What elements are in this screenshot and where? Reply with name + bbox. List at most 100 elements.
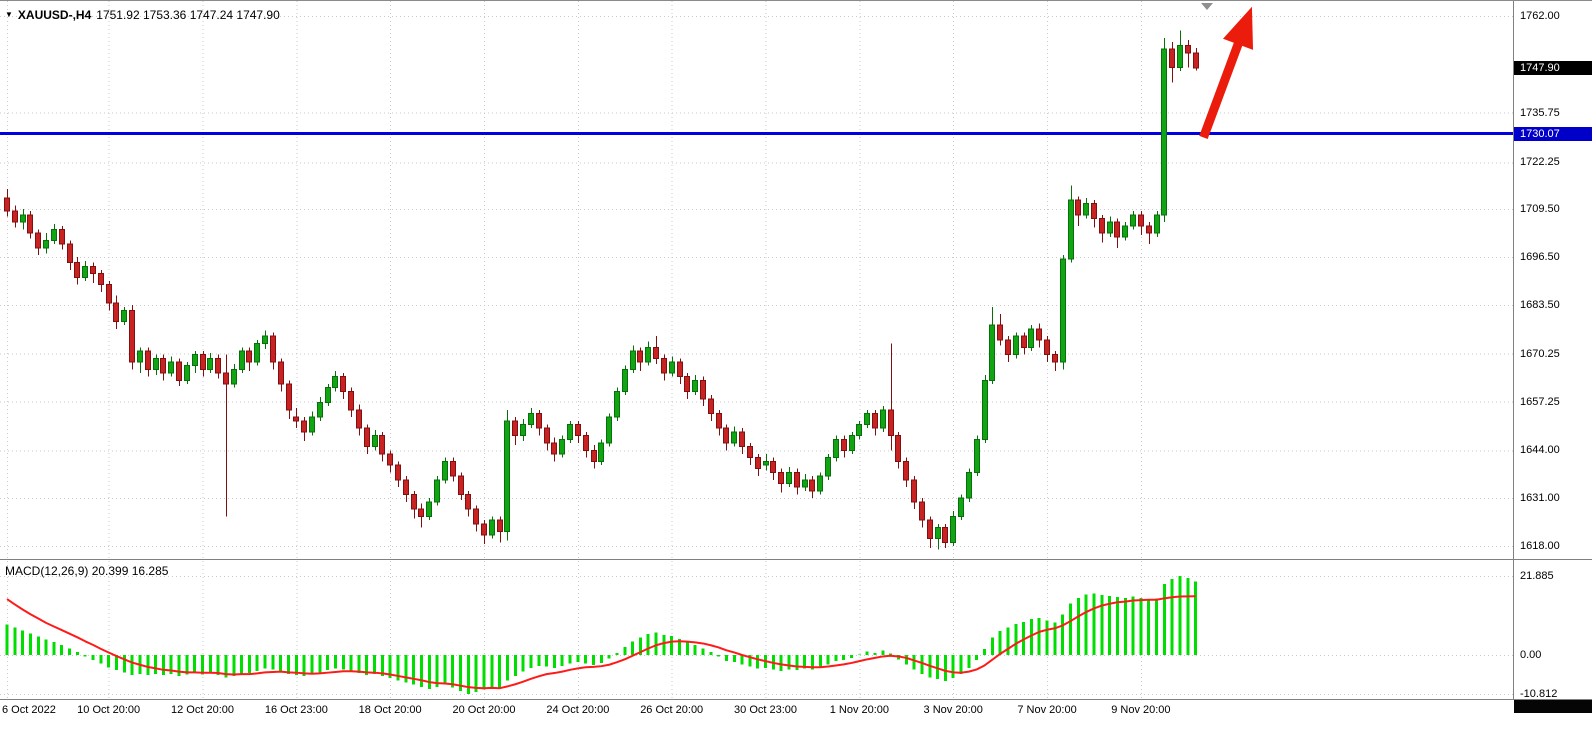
candle[interactable] <box>231 363 237 388</box>
candle[interactable] <box>379 431 385 462</box>
candle[interactable] <box>465 490 471 517</box>
candle[interactable] <box>1161 38 1167 223</box>
candle[interactable] <box>325 384 331 407</box>
candle[interactable] <box>700 376 706 407</box>
candle[interactable] <box>982 374 988 443</box>
candle[interactable] <box>223 354 229 517</box>
candle[interactable] <box>630 345 636 374</box>
candle[interactable] <box>575 420 581 443</box>
candle[interactable] <box>606 413 612 447</box>
candle[interactable] <box>739 428 745 454</box>
candle[interactable] <box>200 350 206 377</box>
candle[interactable] <box>137 347 143 374</box>
candle[interactable] <box>301 417 307 442</box>
candle[interactable] <box>458 472 464 500</box>
candle[interactable] <box>20 209 26 230</box>
candle[interactable] <box>880 406 886 432</box>
candle[interactable] <box>403 476 409 502</box>
candle[interactable] <box>770 457 776 480</box>
candle[interactable] <box>489 516 495 539</box>
candle[interactable] <box>1044 336 1050 362</box>
candle[interactable] <box>684 373 690 399</box>
candle[interactable] <box>473 505 479 532</box>
candle[interactable] <box>1193 47 1199 71</box>
candle[interactable] <box>614 387 620 421</box>
time-axis[interactable]: 6 Oct 2022 10 Oct 20:00 12 Oct 20:00 16 Oct… <box>0 700 1513 724</box>
candle[interactable] <box>598 439 604 466</box>
trend-arrow[interactable] <box>1199 6 1254 140</box>
candle[interactable] <box>841 435 847 458</box>
candle[interactable] <box>98 269 104 293</box>
candle[interactable] <box>1021 332 1027 355</box>
candle[interactable] <box>1154 211 1160 237</box>
candle[interactable] <box>1114 218 1120 248</box>
candle[interactable] <box>794 468 800 495</box>
candle[interactable] <box>192 350 198 374</box>
candle[interactable] <box>145 347 151 377</box>
candle[interactable] <box>27 211 33 239</box>
candle[interactable] <box>395 461 401 488</box>
candle[interactable] <box>1005 336 1011 362</box>
candle[interactable] <box>442 457 448 484</box>
candle[interactable] <box>888 343 894 451</box>
candle[interactable] <box>833 435 839 462</box>
candle[interactable] <box>911 476 917 510</box>
candle[interactable] <box>434 476 440 506</box>
candle[interactable] <box>747 442 753 466</box>
candle[interactable] <box>1091 200 1097 228</box>
candle[interactable] <box>364 424 370 454</box>
candle[interactable] <box>895 431 901 469</box>
candle[interactable] <box>1146 222 1152 245</box>
chart-shift-marker[interactable] <box>1201 3 1213 10</box>
candle[interactable] <box>481 520 487 545</box>
candle[interactable] <box>387 450 393 473</box>
candle[interactable] <box>903 457 909 488</box>
candle[interactable] <box>340 373 346 399</box>
candle[interactable] <box>43 233 49 254</box>
candle[interactable] <box>817 472 823 495</box>
candle[interactable] <box>293 407 299 429</box>
candle[interactable] <box>919 498 925 528</box>
candle[interactable] <box>309 411 315 436</box>
candle[interactable] <box>160 354 166 381</box>
candle[interactable] <box>153 354 159 375</box>
candle[interactable] <box>786 466 792 488</box>
candle[interactable] <box>418 503 424 528</box>
candle[interactable] <box>520 419 526 442</box>
candle[interactable] <box>1028 325 1034 351</box>
candle[interactable] <box>997 314 1003 346</box>
panel-separator[interactable] <box>0 559 1592 560</box>
candle[interactable] <box>168 356 174 377</box>
candle[interactable] <box>278 358 284 392</box>
candle[interactable] <box>544 424 550 451</box>
candle[interactable] <box>935 523 941 550</box>
candle[interactable] <box>528 407 534 429</box>
candle[interactable] <box>356 404 362 436</box>
candle[interactable] <box>591 444 597 469</box>
candle[interactable] <box>67 240 73 270</box>
candle[interactable] <box>778 468 784 493</box>
candle[interactable] <box>989 306 995 385</box>
candle[interactable] <box>966 468 972 502</box>
candle[interactable] <box>536 409 542 436</box>
candle[interactable] <box>90 262 96 283</box>
candle[interactable] <box>184 361 190 385</box>
candle[interactable] <box>262 330 268 350</box>
candle[interactable] <box>974 435 980 477</box>
candle[interactable] <box>1075 196 1081 226</box>
candle[interactable] <box>497 516 503 543</box>
candle[interactable] <box>1083 198 1089 219</box>
candle[interactable] <box>286 380 292 420</box>
candle[interactable] <box>856 420 862 440</box>
candle[interactable] <box>708 395 714 421</box>
candle[interactable] <box>1185 39 1191 68</box>
candle[interactable] <box>677 358 683 385</box>
candle[interactable] <box>1130 211 1136 230</box>
candle[interactable] <box>12 205 18 228</box>
candle[interactable] <box>1036 323 1042 348</box>
candle[interactable] <box>731 426 737 447</box>
candle[interactable] <box>51 223 57 245</box>
candle[interactable] <box>1169 41 1175 83</box>
candle[interactable] <box>637 347 643 372</box>
candle[interactable] <box>1177 30 1183 72</box>
